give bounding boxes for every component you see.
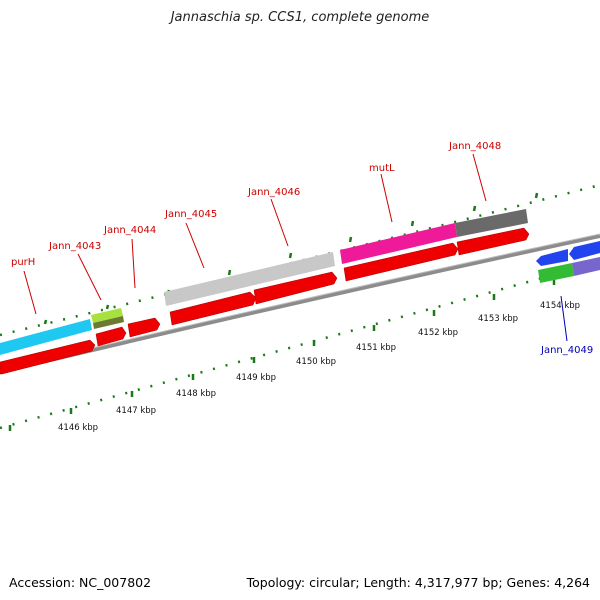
inner-major-ticks <box>8 279 556 431</box>
feature-track <box>0 209 528 355</box>
cds-arrow <box>95 326 127 347</box>
kbp-label-4154: 4154 kbp <box>540 301 580 311</box>
kbp-label-4147: 4147 kbp <box>116 406 156 416</box>
feature-Jann_4043-dark <box>93 316 124 329</box>
feature-Jann_4043 <box>91 308 123 323</box>
label-leader-blue <box>560 295 568 342</box>
cds-arrow <box>127 317 161 338</box>
feature-Jann_4045 <box>164 252 335 306</box>
gene-label-Jann_4046: Jann_4046 <box>247 187 300 198</box>
feature-Jann_4048 <box>455 209 528 237</box>
kbp-label-4149: 4149 kbp <box>236 373 276 383</box>
feature-green <box>538 263 574 283</box>
cds-track <box>0 227 530 375</box>
genome-summary-text: Topology: circular; Length: 4,317,977 bp… <box>246 575 590 590</box>
label-leaders <box>23 153 487 315</box>
feature-purH <box>0 319 92 355</box>
feature-mutL <box>340 223 457 264</box>
kbp-label-4146: 4146 kbp <box>58 423 98 433</box>
feature-Jann_4049-b <box>569 241 600 260</box>
kbp-label-4152: 4152 kbp <box>418 328 458 338</box>
gene-label-purH: purH <box>11 257 35 268</box>
cds-arrow <box>169 291 257 326</box>
kbp-label-4151: 4151 kbp <box>356 343 396 353</box>
gene-label-Jann_4048: Jann_4048 <box>448 141 501 152</box>
gene-label-Jann_4044: Jann_4044 <box>103 225 156 236</box>
feature-Jann_4049 <box>536 249 568 266</box>
gene-label-Jann_4045: Jann_4045 <box>164 209 217 220</box>
cds-arrow <box>456 227 530 256</box>
gene-label-Jann_4049: Jann_4049 <box>540 345 593 356</box>
gene-label-mutL: mutL <box>369 163 395 174</box>
gene-label-Jann_4043: Jann_4043 <box>48 241 101 252</box>
kbp-label-4148: 4148 kbp <box>176 389 216 399</box>
kbp-label-4153: 4153 kbp <box>478 314 518 324</box>
inner-feature-track <box>536 241 600 283</box>
accession-text: Accession: NC_007802 <box>9 575 152 590</box>
cds-arrow <box>343 242 459 282</box>
cds-arrow <box>253 271 338 305</box>
kbp-label-4150: 4150 kbp <box>296 357 336 367</box>
feature-Jann_4050 <box>572 257 600 276</box>
figure-title: Jannaschia sp. CCS1, complete genome <box>170 10 430 25</box>
cds-arrow <box>0 339 96 375</box>
